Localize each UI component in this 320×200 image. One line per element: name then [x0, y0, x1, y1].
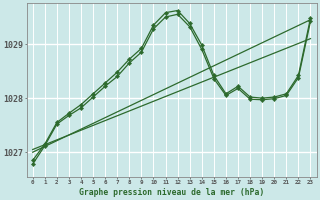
X-axis label: Graphe pression niveau de la mer (hPa): Graphe pression niveau de la mer (hPa): [79, 188, 264, 197]
